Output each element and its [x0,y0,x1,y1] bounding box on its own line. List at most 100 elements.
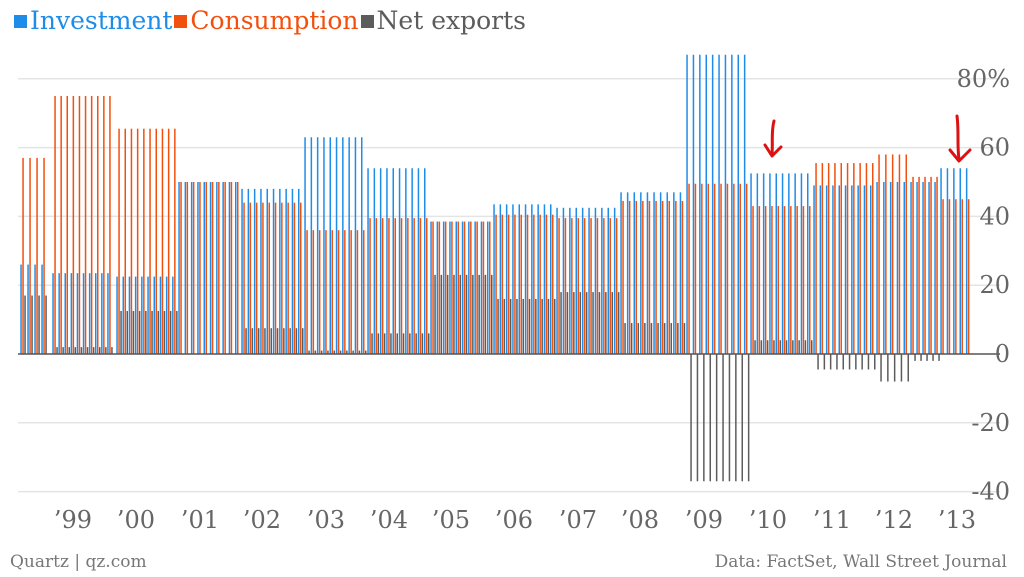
bar-investment [159,276,162,354]
bar-investment [405,168,407,354]
x-tick-label: ’04 [370,506,408,534]
bar-consumption [344,230,346,354]
bar-investment [298,188,300,354]
bar-consumption [495,214,497,354]
bar-consumption [218,182,220,354]
bar-net-exports [333,350,335,354]
bar-net-exports [289,328,291,354]
bar-net-exports [421,333,424,354]
bar-consumption [363,230,365,354]
bar-net-exports [728,354,731,482]
bar-net-exports [560,292,562,354]
bar-investment [537,204,539,354]
bar-net-exports [670,323,672,354]
bar-net-exports [630,323,633,354]
y-axis-ticks: 80% 60 40 20 0 -20 -40 [957,65,1010,506]
bar-consumption [603,218,605,354]
bar-net-exports [308,350,310,354]
bar-investment [800,173,803,354]
bar-investment [934,182,936,354]
x-tick-label: ’10 [749,506,787,534]
bar-net-exports [696,354,699,482]
bar-net-exports [163,311,166,354]
x-tick-label: ’05 [432,506,470,534]
bar-consumption [432,221,434,354]
bar-consumption [853,163,855,354]
bar-consumption [912,176,914,354]
bar-net-exports [105,347,107,354]
legend-swatch-net-exports [360,14,374,28]
bar-consumption [482,221,485,354]
bar-consumption [78,96,81,354]
bar-consumption [948,199,951,354]
legend-label-consumption: Consumption [190,6,359,35]
bar-consumption [878,154,880,354]
bar-investment [455,221,457,354]
bar-consumption [199,182,201,354]
legend-swatch-consumption [174,14,188,28]
bar-net-exports [472,274,474,354]
bar-investment [903,182,905,354]
bar-consumption [97,96,99,354]
bar-consumption [577,218,579,354]
bar-net-exports [554,298,556,354]
bar-consumption [552,214,554,354]
bar-investment [788,173,790,354]
bar-net-exports [327,350,329,354]
bar-investment [487,221,489,354]
bar-consumption [394,218,396,354]
bar-investment [750,173,752,354]
bar-net-exports [453,274,455,354]
bar-consumption [796,206,798,354]
bar-investment [228,182,231,354]
bar-net-exports [509,298,512,354]
bar-consumption [745,183,748,354]
bar-net-exports [99,347,101,354]
bar-net-exports [585,292,588,354]
bar-investment [613,207,616,354]
bar-consumption [507,214,510,354]
bar-investment [58,273,60,354]
bar-consumption [124,128,126,354]
bar-investment [718,54,720,354]
bar-investment [512,204,514,354]
bar-investment [436,221,439,354]
bar-net-exports [92,347,95,354]
bar-investment [756,173,759,354]
bar-net-exports [358,350,361,354]
bar-consumption [381,218,384,354]
bar-investment [518,204,520,354]
bar-investment [493,204,495,354]
legend-item-investment: Investment [14,4,172,38]
bar-consumption [648,200,651,354]
bar-investment [203,182,205,354]
bar-investment [430,221,432,354]
x-tick-label: ’03 [307,506,345,534]
bar-consumption [846,163,849,354]
bar-net-exports [390,333,392,354]
bar-investment [743,54,746,354]
bar-investment [52,273,54,354]
bar-net-exports [547,298,550,354]
bar-net-exports [823,354,826,370]
bar-consumption [180,182,182,354]
bar-investment [550,204,552,354]
bar-net-exports [396,333,398,354]
bar-investment [825,185,828,354]
bar-consumption [375,218,378,354]
bar-investment [876,182,878,354]
bar-net-exports [842,354,844,370]
bar-net-exports [440,274,443,354]
bar-net-exports [650,323,653,354]
bar-investment [172,276,174,354]
bar-investment [819,185,822,354]
x-tick-label: ’99 [54,506,92,534]
bar-consumption [720,183,722,354]
bar-net-exports [320,350,323,354]
bar-consumption [312,230,315,354]
x-axis-ticks: ’99 ’00 ’01 ’02 ’03 ’04 ’05 ’06 ’07 ’08 ’09 ’10 ’11 ’… [54,506,976,534]
bar-investment [209,182,212,354]
bar-consumption [36,157,38,354]
bar-investment [863,185,866,354]
bar-consumption [930,176,932,354]
